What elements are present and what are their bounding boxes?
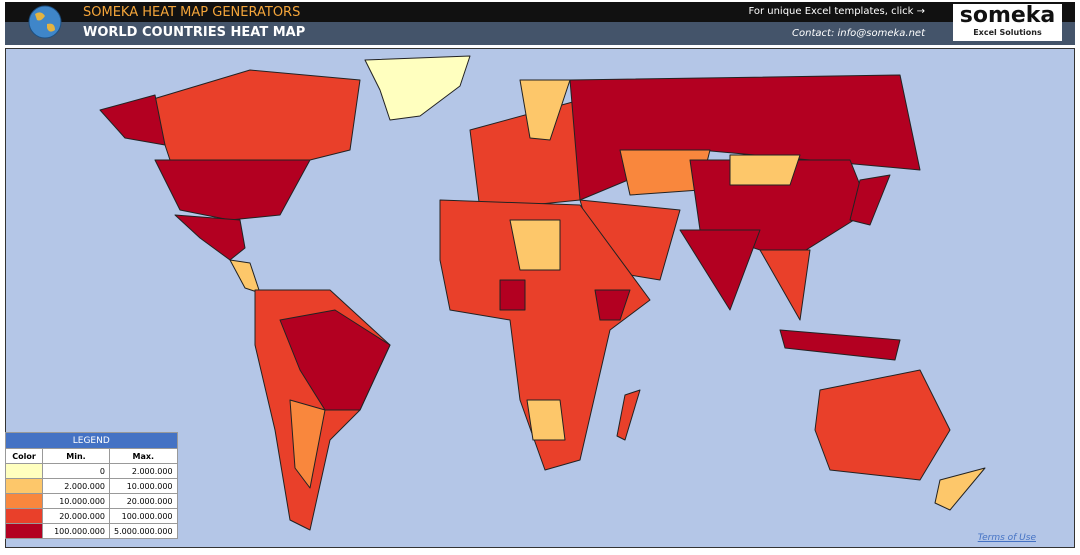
alaska[interactable] bbox=[99, 94, 166, 146]
world-map bbox=[5, 48, 1075, 548]
legend-row: 10.000.000 20.000.000 bbox=[5, 493, 178, 509]
scandinavia[interactable] bbox=[519, 79, 571, 141]
legend-min: 0 bbox=[42, 463, 110, 479]
legend-max: 100.000.000 bbox=[109, 508, 178, 524]
legend-min: 10.000.000 bbox=[42, 493, 110, 509]
legend-column-header: Color bbox=[5, 448, 43, 464]
brazil[interactable] bbox=[279, 309, 391, 411]
title-bar: WORLD COUNTRIES HEAT MAP Contact: info@s… bbox=[5, 22, 1075, 45]
legend-row: 20.000.000 100.000.000 bbox=[5, 508, 178, 524]
templates-link[interactable]: For unique Excel templates, click → bbox=[748, 6, 925, 17]
southeast-asia[interactable] bbox=[759, 249, 811, 321]
legend-swatch bbox=[5, 493, 43, 509]
legend-row: 2.000.000 10.000.000 bbox=[5, 478, 178, 494]
top-bar: SOMEKA HEAT MAP GENERATORS For unique Ex… bbox=[5, 2, 1075, 22]
legend-min: 20.000.000 bbox=[42, 508, 110, 524]
usa[interactable] bbox=[154, 159, 311, 221]
legend-max: 10.000.000 bbox=[109, 478, 178, 494]
legend-min: 100.000.000 bbox=[42, 523, 110, 539]
greenland[interactable] bbox=[364, 55, 471, 121]
southern-africa[interactable] bbox=[526, 399, 566, 441]
logo-name: someka bbox=[959, 3, 1056, 28]
legend-min: 2.000.000 bbox=[42, 478, 110, 494]
madagascar[interactable] bbox=[616, 389, 641, 441]
indonesia[interactable] bbox=[779, 329, 901, 361]
app-title: SOMEKA HEAT MAP GENERATORS bbox=[83, 5, 301, 20]
africa[interactable] bbox=[439, 199, 651, 471]
legend-column-header: Max. bbox=[109, 448, 178, 464]
countries bbox=[99, 55, 986, 531]
algeria[interactable] bbox=[509, 219, 561, 271]
globe-icon bbox=[28, 5, 62, 39]
legend-title: LEGEND bbox=[5, 432, 178, 449]
legend-swatch bbox=[5, 508, 43, 524]
ethiopia[interactable] bbox=[594, 289, 631, 321]
mexico[interactable] bbox=[174, 214, 246, 261]
mongolia[interactable] bbox=[729, 154, 801, 186]
legend-swatch bbox=[5, 478, 43, 494]
logo[interactable]: someka Excel Solutions bbox=[953, 4, 1062, 41]
legend-row: 0 2.000.000 bbox=[5, 463, 178, 479]
argentina[interactable] bbox=[289, 399, 326, 489]
india[interactable] bbox=[679, 229, 761, 311]
nigeria[interactable] bbox=[499, 279, 526, 311]
legend-column-header: Min. bbox=[42, 448, 110, 464]
page-title: WORLD COUNTRIES HEAT MAP bbox=[83, 25, 306, 40]
legend: LEGEND Color Min. Max. 0 2.000.000 2.000.000… bbox=[5, 432, 178, 539]
legend-swatch bbox=[5, 523, 43, 539]
australia[interactable] bbox=[814, 369, 951, 481]
logo-tagline: Excel Solutions bbox=[973, 28, 1042, 37]
terms-link[interactable]: Terms of Use bbox=[977, 533, 1036, 543]
legend-max: 2.000.000 bbox=[109, 463, 178, 479]
new-zealand[interactable] bbox=[934, 467, 986, 511]
legend-max: 20.000.000 bbox=[109, 493, 178, 509]
contact[interactable]: Contact: info@someka.net bbox=[792, 28, 925, 39]
legend-swatch bbox=[5, 463, 43, 479]
legend-row: 100.000.000 5.000.000.000 bbox=[5, 523, 178, 539]
japan[interactable] bbox=[849, 174, 891, 226]
legend-max: 5.000.000.000 bbox=[109, 523, 178, 539]
